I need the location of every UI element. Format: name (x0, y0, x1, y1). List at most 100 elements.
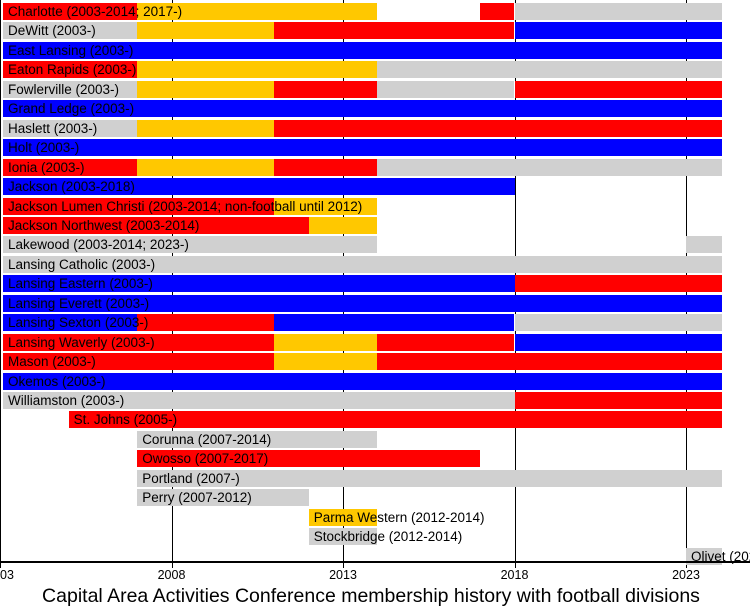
bar-segment-gray (514, 314, 722, 332)
bar-segment-blue (3, 41, 722, 59)
bar-segment-red (137, 450, 481, 468)
row-label: Parma Western (2012-2014) (313, 509, 485, 525)
bar-segment-gray (308, 528, 378, 546)
row-label: Perry (2007-2012) (142, 490, 252, 506)
timeline-row: Parma Western (2012-2014) (0, 508, 750, 526)
timeline-row: Owosso (2007-2017) (0, 450, 750, 468)
bar-segment-gold (137, 158, 275, 176)
row-label: Jackson Northwest (2003-2014) (8, 217, 200, 233)
bar-segment-red (274, 158, 378, 176)
timeline-row: Lansing Catholic (2003-) (0, 255, 750, 273)
bar-segment-blue (3, 314, 138, 332)
bar-segment-red (3, 158, 138, 176)
timeline-row: Williamston (2003-) (0, 392, 750, 409)
bar-segment-blue (3, 372, 722, 390)
bar-segment-gold (308, 508, 378, 526)
bar-segment-gray (137, 489, 309, 507)
x-axis-baseline (0, 561, 750, 563)
bar-segment-blue (514, 333, 722, 351)
timeline-row: Holt (2003-) (0, 139, 750, 157)
bar-segment-gray (377, 80, 515, 98)
row-label: Lansing Catholic (2003-) (8, 256, 156, 272)
timeline-row: Lansing Eastern (2003-) (0, 275, 750, 293)
timeline-row: Eaton Rapids (2003-) (0, 61, 750, 79)
row-label: Holt (2003-) (8, 140, 80, 156)
x-tick-label-2008: 2008 (157, 568, 186, 582)
timeline-row: Lansing Waverly (2003-) (0, 333, 750, 351)
timeline-row: Stockbridge (2012-2014) (0, 528, 750, 546)
row-label: Lansing Sexton (2003-) (8, 315, 149, 331)
bar-segment-gold (274, 333, 378, 351)
bar-segment-blue (3, 275, 515, 293)
bar-segment-red (3, 353, 275, 371)
bar-segment-red (274, 119, 722, 137)
timeline-row: Corunna (2007-2014) (0, 430, 750, 448)
row-label: Ionia (2003-) (8, 159, 85, 175)
bar-segment-red (514, 80, 722, 98)
bar-segment-gray (3, 255, 722, 273)
row-label: Haslett (2003-) (8, 120, 98, 136)
bar-segment-gray (3, 22, 138, 40)
bar-segment-red (514, 392, 722, 409)
bar-segment-red (377, 333, 515, 351)
bar-segment-red (3, 61, 138, 79)
bar-segment-red (68, 411, 722, 429)
bar-segment-gray (3, 80, 138, 98)
timeline-row: Jackson (2003-2018) (0, 178, 750, 195)
bar-segment-red (3, 333, 275, 351)
bar-segment-blue (3, 139, 722, 157)
row-label: Olivet (2023-) (691, 548, 750, 564)
x-tick-label-03: 03 (0, 568, 14, 582)
timeline-row: Lakewood (2003-2014; 2023-) (0, 236, 750, 254)
bar-segment-gray (377, 61, 722, 79)
timeline-row: Grand Ledge (2003-) (0, 100, 750, 118)
bar-segment-red (514, 275, 722, 293)
row-label: Grand Ledge (2003-) (8, 101, 135, 117)
bar-segment-red (274, 22, 515, 40)
timeline-row: Jackson Northwest (2003-2014) (0, 216, 750, 234)
bar-segment-gold (137, 3, 378, 20)
bar-segment-gray (686, 547, 722, 565)
bar-segment-blue (3, 178, 515, 195)
bar-segment-gray (137, 469, 722, 487)
bar-segment-gray (686, 236, 722, 254)
timeline-row: Charlotte (2003-2014; 2017-) (0, 3, 750, 20)
bar-segment-red (274, 80, 378, 98)
bar-segment-blue (274, 314, 515, 332)
row-label: Owosso (2007-2017) (142, 451, 269, 467)
bar-segment-red (3, 216, 309, 234)
timeline-row: Portland (2007-) (0, 469, 750, 487)
bar-segment-gold (308, 216, 378, 234)
gridline-03 (0, 0, 1, 568)
bar-segment-gold (137, 80, 275, 98)
timeline-row: Perry (2007-2012) (0, 489, 750, 507)
bar-segment-red (480, 3, 515, 20)
row-label: Williamston (2003-) (8, 393, 125, 408)
row-label: East Lansing (2003-) (8, 42, 134, 58)
bar-segment-blue (514, 22, 722, 40)
x-tick-label-2023: 2023 (672, 568, 700, 582)
row-label: Lakewood (2003-2014; 2023-) (8, 237, 189, 253)
bar-segment-gold (137, 119, 275, 137)
x-tick-label-2018: 2018 (500, 568, 529, 582)
row-label: Charlotte (2003-2014; 2017-) (8, 4, 183, 19)
bar-segment-blue (3, 100, 722, 118)
timeline-row: Mason (2003-) (0, 353, 750, 371)
timeline-row: St. Johns (2005-) (0, 411, 750, 429)
row-label: Eaton Rapids (2003-) (8, 62, 137, 78)
bar-segment-red (137, 314, 275, 332)
row-label: Jackson Lumen Christi (2003-2014; non-fo… (8, 198, 363, 214)
row-label: DeWitt (2003-) (8, 23, 96, 39)
bar-segment-gray (3, 392, 515, 409)
timeline-row: DeWitt (2003-) (0, 22, 750, 40)
timeline-row: Jackson Lumen Christi (2003-2014; non-fo… (0, 197, 750, 215)
bar-segment-red (377, 353, 722, 371)
bar-segment-gold (274, 353, 378, 371)
chart-caption: Capital Area Activities Conference membe… (42, 585, 700, 607)
bar-segment-blue (3, 294, 722, 312)
bar-segment-gold (137, 61, 378, 79)
timeline-row: Fowlerville (2003-) (0, 80, 750, 98)
row-label: Stockbridge (2012-2014) (313, 529, 463, 545)
bar-segment-red (3, 3, 138, 20)
